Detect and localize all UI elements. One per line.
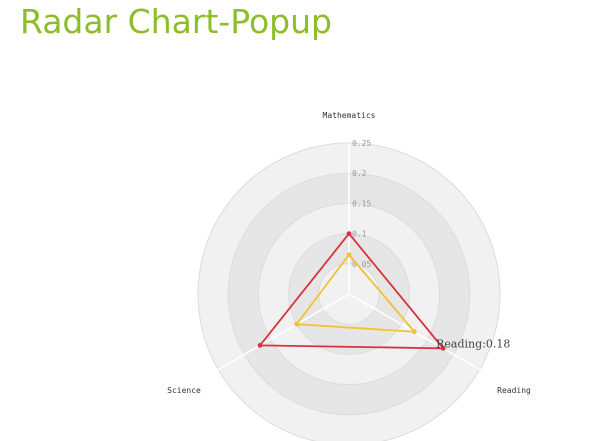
radar-series bbox=[257, 231, 446, 351]
radial-tick-labels: 0.05 0.1 0.15 0.2 0.25 bbox=[352, 139, 371, 269]
axis-label: Reading bbox=[497, 386, 531, 395]
tick-label: 0.1 bbox=[352, 230, 367, 239]
series-line bbox=[259, 232, 445, 350]
data-tooltip: Reading:0.18 bbox=[436, 337, 510, 350]
series-line bbox=[295, 253, 416, 333]
tick-label: 0.2 bbox=[352, 169, 367, 178]
tooltip-text: Reading:0.18 bbox=[436, 337, 510, 350]
axis-spoke bbox=[191, 293, 350, 386]
tick-label: 0.15 bbox=[352, 199, 371, 208]
data-point bbox=[294, 321, 300, 327]
axis-label: Mathematics bbox=[323, 111, 376, 120]
radar-axis-labels: Mathematics Reading Science bbox=[167, 111, 531, 395]
data-point bbox=[346, 231, 352, 237]
data-point bbox=[440, 345, 446, 351]
data-point bbox=[411, 329, 417, 335]
axis-label: Science bbox=[167, 386, 201, 395]
page-title: Radar Chart-Popup bbox=[20, 2, 332, 41]
tick-label: 0.05 bbox=[352, 260, 371, 269]
data-point bbox=[346, 252, 352, 258]
data-point bbox=[257, 342, 263, 348]
axis-spoke bbox=[348, 293, 507, 386]
radar-spokes bbox=[191, 143, 507, 386]
tick-label: 0.25 bbox=[352, 139, 371, 148]
